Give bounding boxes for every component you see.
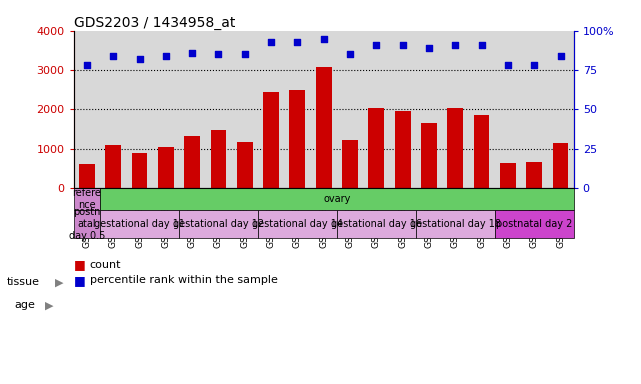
- Text: percentile rank within the sample: percentile rank within the sample: [90, 275, 278, 285]
- Bar: [79, 164, 95, 188]
- Bar: [369, 108, 384, 188]
- Bar: [184, 136, 200, 188]
- Bar: [105, 145, 121, 188]
- Point: [292, 39, 303, 45]
- Bar: [553, 143, 569, 188]
- Point: [82, 62, 92, 68]
- Bar: [526, 162, 542, 188]
- Point: [476, 42, 487, 48]
- Point: [450, 42, 460, 48]
- Bar: [258, 210, 337, 238]
- Bar: [416, 210, 495, 238]
- Bar: [100, 210, 179, 238]
- Point: [397, 42, 408, 48]
- Point: [555, 53, 565, 59]
- Point: [108, 53, 119, 59]
- Bar: [131, 153, 147, 188]
- Point: [319, 35, 329, 41]
- Bar: [237, 142, 253, 188]
- Point: [213, 51, 224, 57]
- Bar: [474, 115, 490, 188]
- Text: ■: ■: [74, 274, 85, 287]
- Point: [529, 62, 539, 68]
- Bar: [158, 147, 174, 188]
- Bar: [495, 210, 574, 238]
- Text: gestational day 14: gestational day 14: [252, 219, 343, 229]
- Point: [345, 51, 355, 57]
- Text: ▶: ▶: [45, 300, 53, 310]
- Point: [161, 53, 171, 59]
- Text: gestational day 16: gestational day 16: [331, 219, 422, 229]
- Point: [266, 39, 276, 45]
- Text: ovary: ovary: [323, 194, 351, 204]
- Text: ■: ■: [74, 258, 85, 271]
- Bar: [337, 210, 416, 238]
- Text: count: count: [90, 260, 121, 270]
- Bar: [179, 210, 258, 238]
- Text: postnatal day 2: postnatal day 2: [496, 219, 572, 229]
- Text: age: age: [15, 300, 36, 310]
- Point: [187, 50, 197, 56]
- Bar: [74, 210, 100, 238]
- Bar: [210, 130, 226, 188]
- Bar: [342, 140, 358, 188]
- Text: tissue: tissue: [6, 277, 39, 287]
- Text: refere
nce: refere nce: [72, 188, 101, 210]
- Bar: [395, 111, 410, 188]
- Text: GDS2203 / 1434958_at: GDS2203 / 1434958_at: [74, 16, 235, 30]
- Bar: [316, 67, 331, 188]
- Bar: [421, 122, 437, 188]
- Point: [240, 51, 250, 57]
- Bar: [290, 90, 305, 188]
- Text: ▶: ▶: [54, 277, 63, 287]
- Text: gestational day 18: gestational day 18: [410, 219, 501, 229]
- Text: gestational day 12: gestational day 12: [173, 219, 264, 229]
- Bar: [263, 92, 279, 188]
- Bar: [74, 188, 100, 210]
- Text: gestational day 11: gestational day 11: [94, 219, 185, 229]
- Point: [371, 42, 381, 48]
- Bar: [447, 108, 463, 188]
- Bar: [500, 164, 516, 188]
- Point: [424, 45, 434, 51]
- Point: [135, 56, 145, 62]
- Text: postn
atal
day 0.5: postn atal day 0.5: [69, 207, 105, 240]
- Point: [503, 62, 513, 68]
